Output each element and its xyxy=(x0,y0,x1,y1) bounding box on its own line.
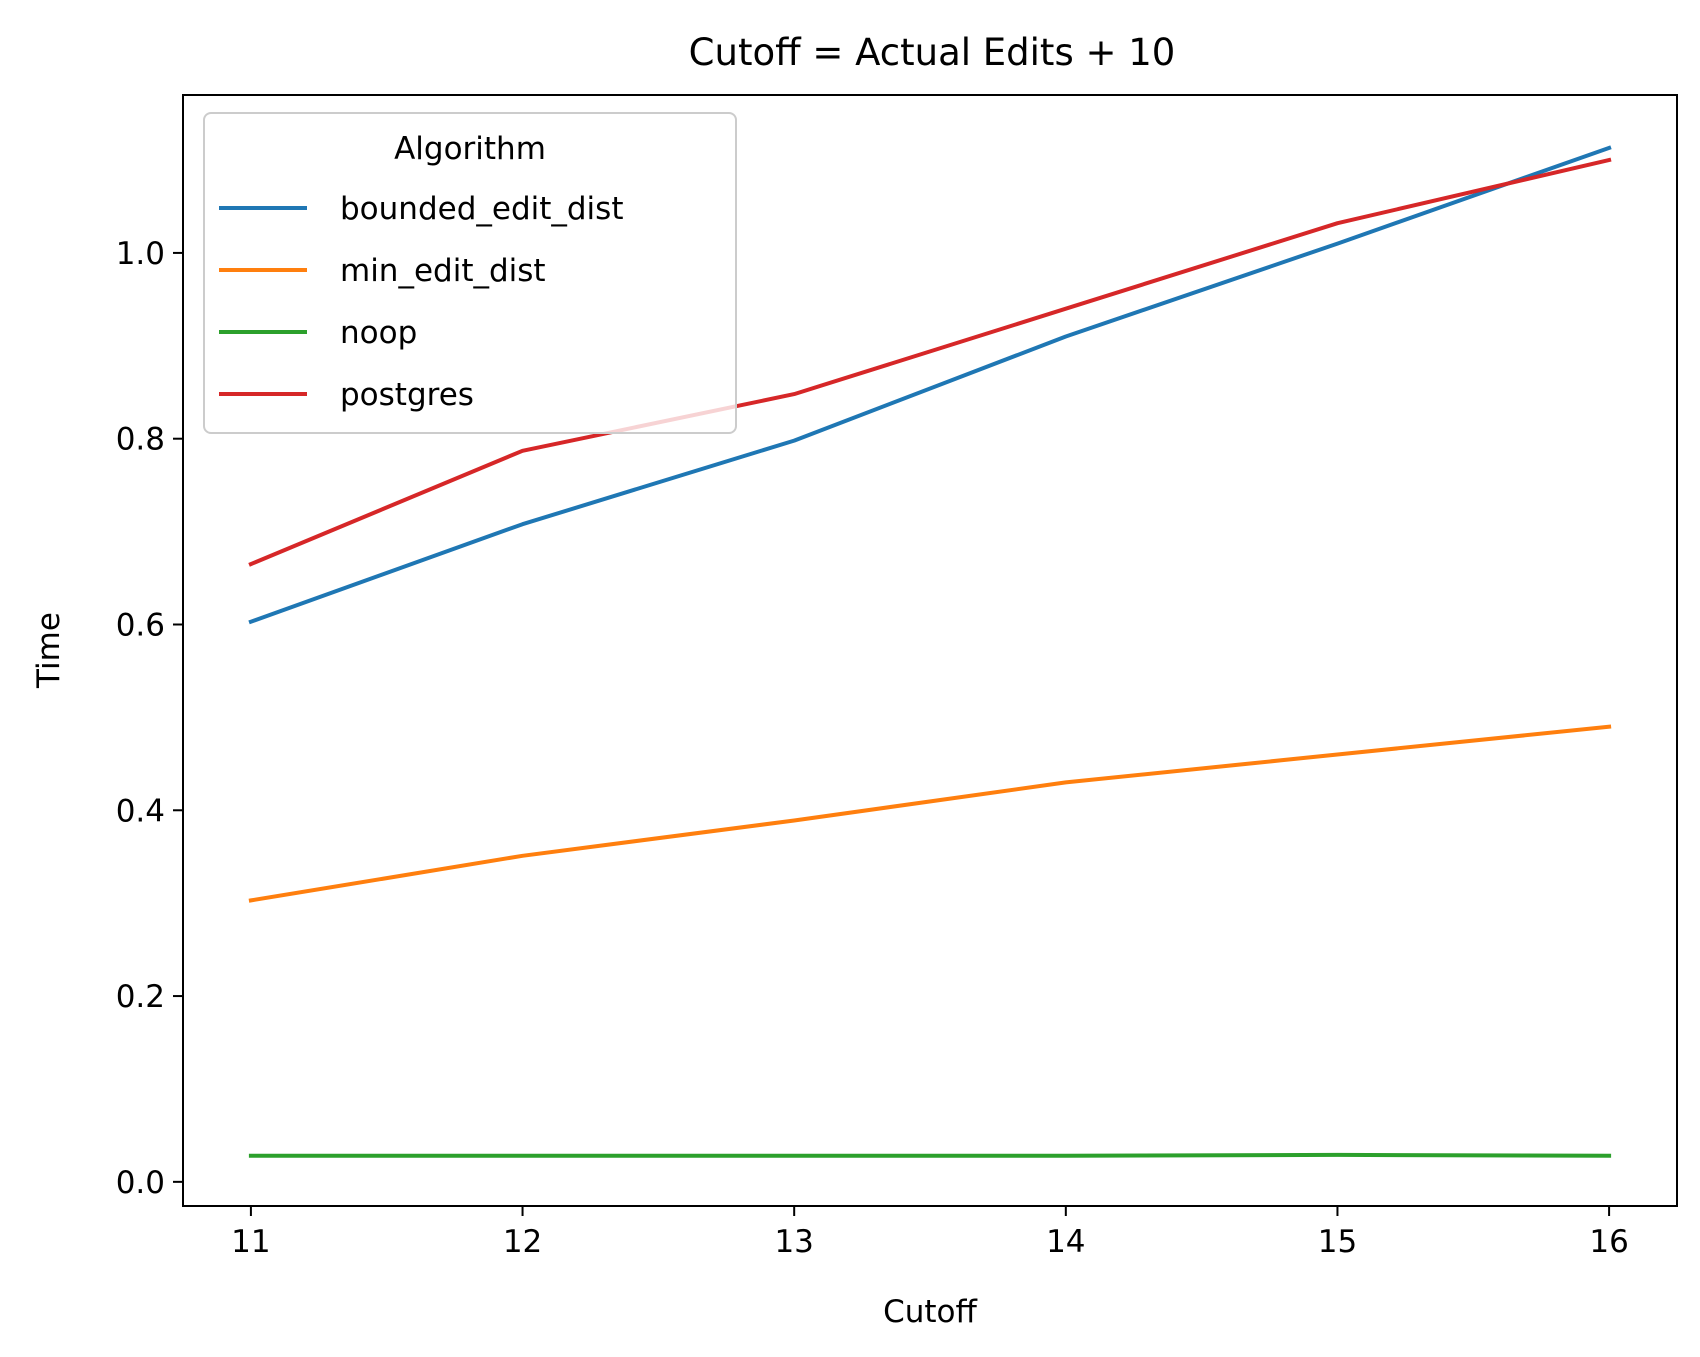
y-tick-label: 1.0 xyxy=(116,236,165,272)
legend-label-noop: noop xyxy=(340,315,417,351)
y-tick-label: 0.6 xyxy=(116,607,165,643)
legend-label-min-edit-dist: min_edit_dist xyxy=(340,253,546,289)
y-tick-label: 0.2 xyxy=(116,979,165,1015)
chart-title: Cutoff = Actual Edits + 10 xyxy=(689,31,1176,74)
series-line-noop xyxy=(248,1152,1612,1158)
legend: Algorithm bounded_edit_dist min_edit_dist… xyxy=(203,112,737,434)
x-tick-label: 15 xyxy=(1318,1224,1357,1260)
x-tick-label: 12 xyxy=(503,1224,542,1260)
legend-title: Algorithm xyxy=(394,131,546,167)
x-tick-label: 13 xyxy=(774,1224,813,1260)
y-tick-label: 0.0 xyxy=(116,1165,165,1201)
x-tick-label: 16 xyxy=(1589,1224,1628,1260)
x-tick-label: 14 xyxy=(1046,1224,1085,1260)
series-line-bounded-edit-dist xyxy=(248,145,1612,625)
x-axis: 11 12 13 14 15 16 xyxy=(231,1206,1629,1260)
series-line-postgres xyxy=(248,157,1612,567)
plot-lines xyxy=(248,145,1612,1158)
legend-label-postgres: postgres xyxy=(340,377,474,413)
plot-frame xyxy=(182,94,1678,1207)
legend-box xyxy=(203,112,737,434)
y-tick-label: 0.8 xyxy=(116,422,165,458)
y-tick-label: 0.4 xyxy=(116,793,165,829)
legend-label-bounded-edit-dist: bounded_edit_dist xyxy=(340,191,623,227)
y-axis: 0.0 0.2 0.4 0.6 0.8 1.0 xyxy=(116,236,183,1201)
x-axis-title: Cutoff xyxy=(883,1294,977,1330)
x-tick-label: 11 xyxy=(231,1224,270,1260)
y-axis-title: Time xyxy=(31,612,67,689)
series-line-min-edit-dist xyxy=(248,724,1612,903)
